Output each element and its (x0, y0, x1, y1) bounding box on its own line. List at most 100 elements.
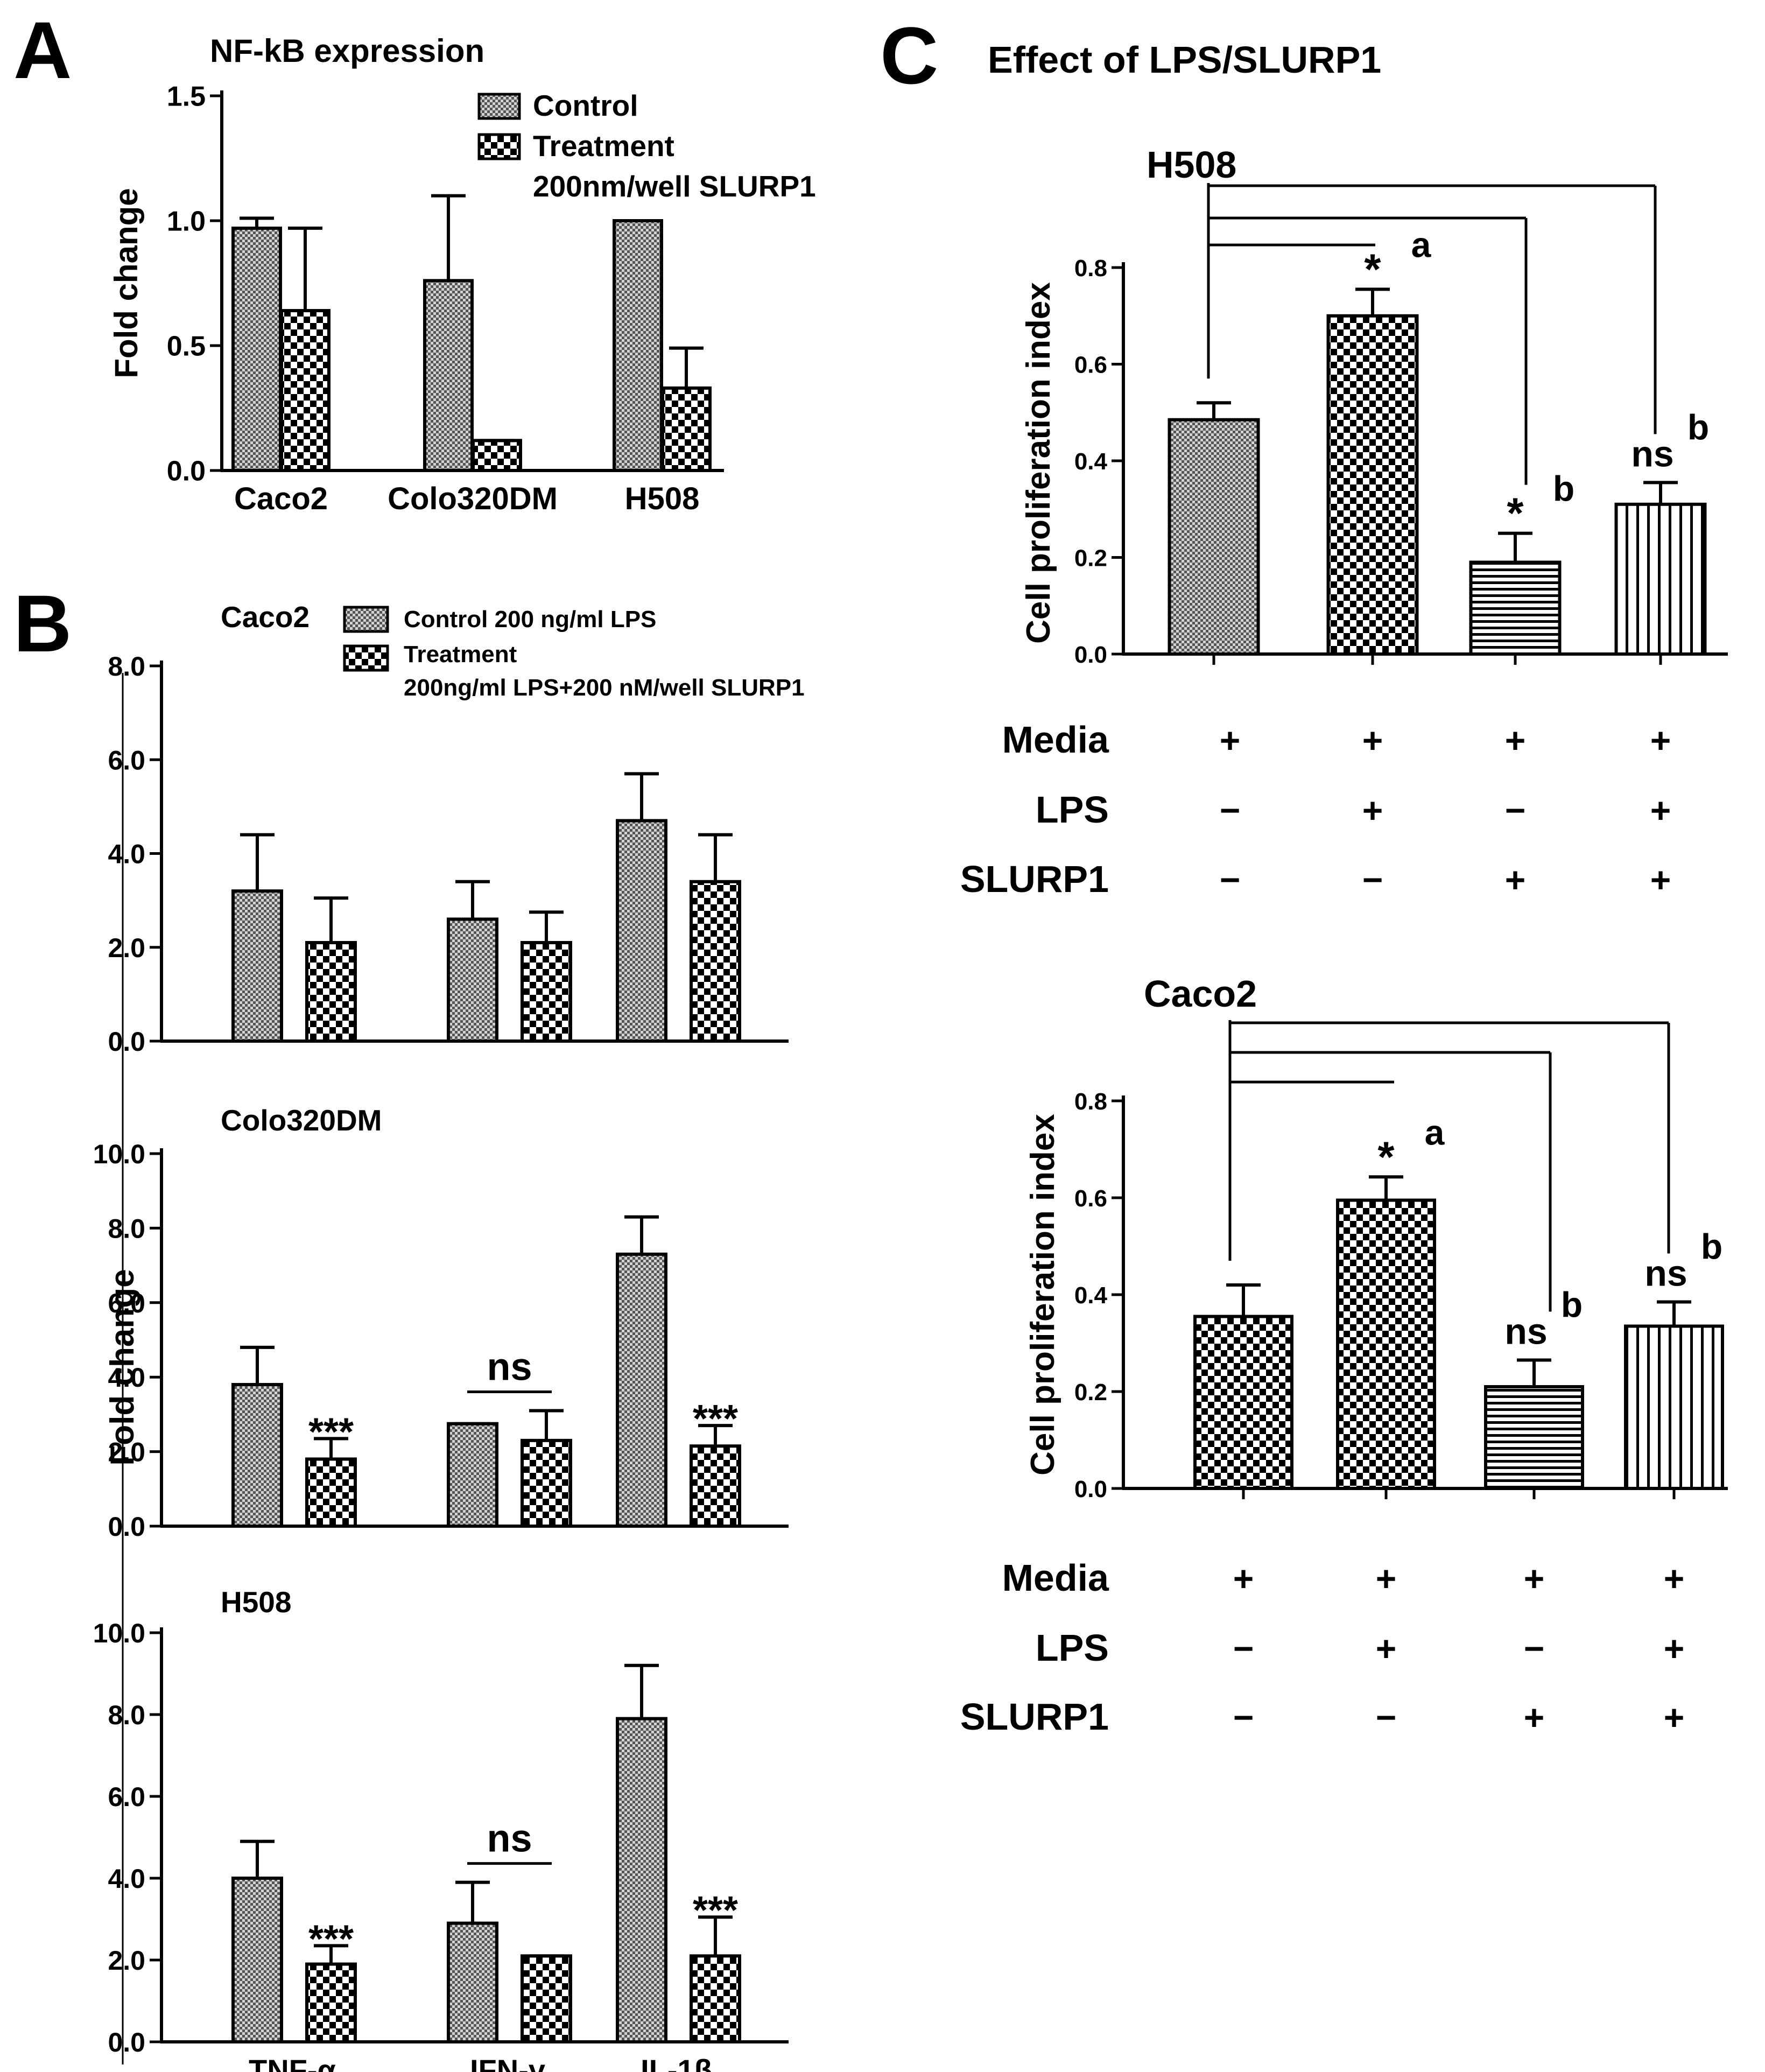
chart-b2-ytick-label: 0.0 (108, 1512, 145, 1542)
chart-a-ytick-label: 0.5 (167, 331, 206, 362)
chart-c2-group-letter: a (1425, 1112, 1445, 1152)
chart-c1-ytick-label: 0.4 (1074, 448, 1108, 475)
chart-b3-tnf-treatment-bar (305, 1962, 357, 2044)
chart-c-h508: 0.0 0.2 0.4 0.6 0.8 H508 Cell proliferation in… (1020, 144, 1728, 668)
chart-b2-ns-label: ns (487, 1345, 532, 1388)
chart-c2-title: Caco2 (1144, 973, 1257, 1015)
conditions-table-caco2: Media + + + + LPS − + − + SLURP1 − − + + (960, 1557, 1684, 1738)
chart-c2-ytick-label: 0.6 (1074, 1185, 1107, 1212)
chart-c2-significance: ns (1644, 1253, 1687, 1294)
condition-sign-lps: − (1524, 1628, 1545, 1668)
chart-b-colo320dm: 0.0 2.0 4.0 6.0 8.0 10.0 Colo320DM *** ns *** (93, 1104, 789, 1542)
condition-sign-lps: − (1505, 790, 1526, 830)
chart-c-caco2: 0.0 0.2 0.4 0.6 0.8 Caco2 Cell proliferation i… (1024, 973, 1728, 1502)
chart-c1-ytick-label: 0.2 (1074, 545, 1107, 571)
condition-sign-slurp1: + (1664, 1697, 1685, 1737)
chart-c1-group-letter: b (1687, 407, 1709, 447)
condition-sign-lps: − (1220, 790, 1241, 830)
condition-label-lps: LPS (1036, 1627, 1109, 1669)
chart-c1-ytick-label: 0.6 (1074, 352, 1107, 378)
condition-sign-media: + (1220, 720, 1241, 760)
panel-letter-a: A (13, 5, 72, 95)
chart-b1-ytick-label: 0.0 (108, 1027, 145, 1057)
chart-b3-il-1-control-bar (616, 1717, 667, 2044)
chart-a-h508-treatment-bar (661, 386, 712, 472)
chart-b2-ifn-treatment-bar (521, 1438, 572, 1528)
legend-b: Control 200 ng/ml LPS Treatment 200ng/ml… (343, 606, 805, 701)
condition-sign-lps: − (1233, 1628, 1254, 1668)
chart-a-colo320dm-treatment-bar (472, 439, 522, 473)
chart-b2-ytick-label: 8.0 (108, 1213, 145, 1244)
chart-b2-il-1-treatment-bar (690, 1444, 741, 1528)
condition-sign-media: + (1362, 720, 1383, 760)
condition-sign-lps: + (1376, 1628, 1397, 1668)
condition-sign-media: + (1505, 720, 1526, 760)
chart-b2-ytick-label: 10.0 (93, 1139, 145, 1169)
panel-letter-c: C (880, 10, 938, 101)
chart-b1-ytick-label: 4.0 (108, 839, 145, 869)
chart-b3-ytick-label: 2.0 (108, 1945, 145, 1976)
chart-b1-ytick-label: 8.0 (108, 651, 145, 682)
chart-c1-bar-1-bar (1168, 418, 1260, 656)
condition-sign-lps: + (1664, 1628, 1685, 1668)
chart-b1-tnf-control-bar (231, 889, 283, 1043)
chart-c1-significance: * (1507, 489, 1524, 537)
chart-a-nfkb: 0.0 0.5 1.0 1.5 Fold change Caco2 Colo320DM H50… (108, 81, 724, 516)
chart-b2-ytick-label: 6.0 (108, 1288, 145, 1318)
chart-b3-significance: *** (308, 1918, 354, 1961)
condition-sign-media: + (1233, 1558, 1254, 1598)
chart-b-caco2: 0.0 2.0 4.0 6.0 8.0 Caco2 (108, 600, 789, 1057)
legend-b-control-label: Control 200 ng/ml LPS (404, 606, 656, 633)
chart-c1-group-letter: a (1411, 224, 1432, 264)
condition-sign-slurp1: − (1233, 1697, 1254, 1737)
chart-a-xtick-label: Colo320DM (388, 481, 558, 516)
chart-a-ytick-label: 1.0 (167, 206, 206, 237)
chart-b3-ytick-label: 0.0 (108, 2027, 145, 2057)
chart-c2-significance: * (1377, 1133, 1395, 1181)
chart-b1-il-1-control-bar (616, 819, 667, 1043)
condition-sign-media: + (1376, 1558, 1397, 1598)
chart-a-caco2-control-bar (231, 226, 282, 472)
chart-c1-title: H508 (1147, 144, 1236, 186)
legend-a-treatment-note: 200nm/well SLURP1 (533, 170, 816, 203)
condition-sign-lps: + (1362, 790, 1383, 830)
condition-label-slurp1: SLURP1 (960, 858, 1109, 900)
chart-c1-group-letter: b (1553, 469, 1574, 509)
chart-b-h508: 0.0 2.0 4.0 6.0 8.0 10.0 H508 TNF-α IFN-γ IL-1β **… (93, 1585, 789, 2072)
chart-b3-title: H508 (221, 1585, 291, 1619)
condition-sign-media: + (1650, 720, 1671, 760)
chart-c2-group-letter: b (1561, 1285, 1583, 1325)
chart-b3-ytick-label: 6.0 (108, 1782, 145, 1812)
chart-c1-ylabel: Cell proliferation index (1020, 282, 1057, 644)
chart-a-colo320dm-control-bar (423, 279, 474, 472)
chart-a-ytick-label: 1.5 (167, 81, 206, 113)
chart-c1-significance: * (1364, 245, 1381, 293)
chart-c2-bar-4-bar (1624, 1324, 1724, 1490)
chart-b1-title: Caco2 (221, 600, 310, 634)
condition-sign-slurp1: − (1362, 860, 1383, 900)
condition-label-media: Media (1002, 719, 1109, 761)
legend-a-control-swatch (477, 93, 521, 120)
chart-c2-ytick-label: 0.4 (1074, 1282, 1108, 1309)
chart-b3-tnf-control-bar (231, 1877, 283, 2043)
legend-a-treatment-swatch (477, 133, 521, 160)
chart-b1-ytick-label: 2.0 (108, 933, 145, 963)
condition-label-lps: LPS (1036, 789, 1109, 831)
panel-a-title: NF-kB expression (210, 33, 484, 69)
legend-b-treatment-swatch (343, 644, 389, 672)
chart-a-xtick-label: Caco2 (234, 481, 328, 516)
chart-c1-bar-4-bar (1614, 502, 1707, 656)
condition-sign-slurp1: + (1650, 860, 1671, 900)
condition-sign-slurp1: + (1524, 1697, 1545, 1737)
chart-b1-ytick-label: 6.0 (108, 745, 145, 775)
chart-b3-xtick-label: TNF-α (249, 2053, 336, 2072)
chart-c2-bar-1-bar (1193, 1315, 1293, 1490)
chart-b3-ifn-treatment-bar (521, 1954, 572, 2043)
chart-b3-ytick-label: 8.0 (108, 1700, 145, 1730)
chart-b2-il-1-control-bar (616, 1252, 667, 1528)
chart-c2-ytick-label: 0.0 (1074, 1476, 1107, 1502)
chart-a-ytick-label: 0.0 (167, 456, 206, 487)
chart-b3-il-1-treatment-bar (690, 1954, 741, 2043)
chart-c1-bar-2-bar (1326, 314, 1419, 656)
